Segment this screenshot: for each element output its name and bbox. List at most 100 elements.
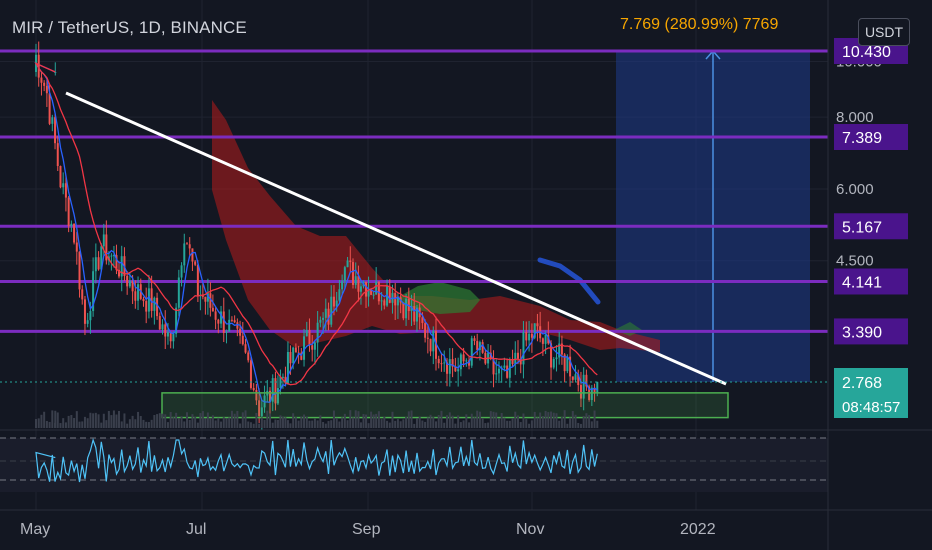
volume-bar <box>233 413 236 428</box>
level-tag-label: 3.390 <box>842 324 882 341</box>
candle-body <box>191 248 194 262</box>
volume-bar <box>388 422 391 428</box>
volume-bar <box>313 418 316 428</box>
candle-body <box>249 360 252 388</box>
candle-body <box>92 271 95 312</box>
level-tag-label: 5.167 <box>842 219 882 236</box>
candle-body <box>177 277 180 308</box>
volume-bar <box>440 410 443 428</box>
volume-bar <box>536 417 539 428</box>
volume-bar <box>418 416 421 428</box>
candle-body <box>201 295 204 297</box>
candle-body <box>517 352 519 359</box>
candle-body <box>514 352 517 365</box>
candle-body <box>86 320 89 324</box>
volume-bar <box>508 420 511 428</box>
volume-bar <box>528 423 531 428</box>
volume-bar <box>544 410 547 428</box>
rsi-panel <box>0 438 828 492</box>
candle-body <box>180 265 183 278</box>
candle-body <box>383 300 386 306</box>
volume-bar <box>533 411 536 428</box>
volume-bar <box>377 411 380 428</box>
currency-button[interactable]: USDT <box>858 18 910 46</box>
volume-bar <box>349 410 352 428</box>
candle-body <box>440 363 443 365</box>
candle-body <box>258 400 261 417</box>
volume-bar <box>365 414 368 428</box>
volume-bar <box>372 414 375 428</box>
volume-bar <box>346 420 349 428</box>
volume-bar <box>424 421 427 428</box>
volume-bar <box>156 414 159 428</box>
candle-body <box>156 297 159 317</box>
volume-bar <box>89 412 92 428</box>
x-tick-label: May <box>20 521 50 538</box>
volume-bar <box>64 422 67 428</box>
candle-body <box>134 291 137 301</box>
candle-body <box>566 356 569 372</box>
candle-body <box>346 260 349 268</box>
volume-bar <box>297 420 300 428</box>
volume-bar <box>465 414 468 428</box>
volume-bar <box>112 410 115 428</box>
candle-body <box>349 260 352 263</box>
candle-body <box>308 329 311 346</box>
candle-body <box>468 360 471 366</box>
volume-bar <box>470 413 473 428</box>
level-tag <box>834 318 908 345</box>
candle-body <box>115 255 118 270</box>
volume-bar <box>362 414 365 428</box>
candle-body <box>357 276 360 292</box>
volume-bar <box>332 410 335 428</box>
candle-body <box>271 378 274 402</box>
volume-bar <box>100 422 103 428</box>
volume-bar <box>359 422 362 428</box>
candle-body <box>284 376 287 384</box>
candle-body <box>236 322 239 329</box>
volume-bar <box>383 416 386 428</box>
candle-body <box>437 358 440 364</box>
volume-bar <box>228 417 231 428</box>
level-tag <box>834 124 908 151</box>
volume-bar <box>220 421 223 428</box>
level-tag <box>834 268 908 295</box>
volume-bar <box>214 420 217 428</box>
candle-body <box>172 333 175 342</box>
candle-body <box>281 376 284 378</box>
volume-bar <box>558 420 561 428</box>
candle-body <box>324 308 327 318</box>
candle-body <box>443 362 446 364</box>
candle-body <box>255 390 258 401</box>
volume-bar <box>59 423 62 428</box>
volume-bar <box>341 417 344 428</box>
volume-bar <box>211 415 214 428</box>
volume-bar <box>375 413 378 428</box>
x-tick-label: Nov <box>516 521 544 538</box>
volume-bar <box>281 416 284 428</box>
volume-bar <box>481 417 484 428</box>
candle-body <box>269 390 271 402</box>
candle-body <box>377 281 380 302</box>
volume-bar <box>582 415 585 428</box>
candle-body <box>206 293 209 302</box>
volume-bar <box>209 418 212 428</box>
candle-body <box>286 352 289 384</box>
volume-bar <box>123 413 126 428</box>
candle-body <box>579 385 582 399</box>
candle-body <box>204 296 207 302</box>
volume-bar <box>563 410 566 428</box>
candle-body <box>75 242 78 252</box>
candle-body <box>161 324 164 330</box>
candle-body <box>330 296 333 325</box>
volume-bar <box>110 415 113 428</box>
volume-bar <box>225 418 228 428</box>
candle-body <box>112 255 115 257</box>
volume-bar <box>166 422 169 428</box>
slow-ma-line <box>34 61 598 386</box>
candle-body <box>495 373 498 375</box>
candle-body <box>497 368 500 374</box>
volume-bar <box>196 422 199 428</box>
volume-bar <box>308 420 311 428</box>
